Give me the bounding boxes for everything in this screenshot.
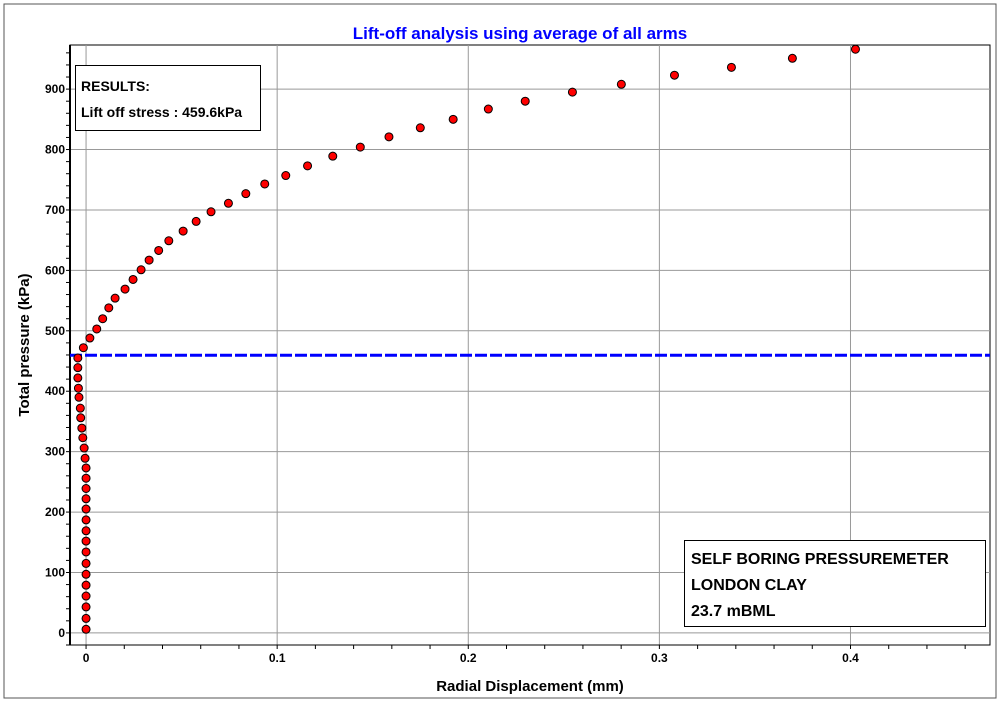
info-box: SELF BORING PRESSUREMETER LONDON CLAY 23… — [684, 540, 986, 627]
data-point — [260, 179, 270, 189]
data-point — [726, 62, 736, 72]
data-point — [120, 284, 130, 294]
y-tick-label: 300 — [45, 445, 65, 459]
soil-type-text: LONDON CLAY — [691, 577, 807, 594]
results-heading: RESULTS: — [81, 78, 150, 94]
y-axis-label: Total pressure (kPa) — [16, 273, 33, 416]
chart-title: Lift-off analysis using average of all a… — [353, 24, 687, 43]
data-point — [80, 453, 90, 463]
data-point — [81, 591, 91, 601]
y-tick-label: 0 — [58, 626, 65, 640]
data-point — [73, 353, 83, 363]
data-point — [98, 314, 108, 324]
y-tick-label: 500 — [45, 324, 65, 338]
x-tick-label: 0 — [83, 651, 90, 665]
y-tick-label: 600 — [45, 263, 65, 277]
data-point — [81, 473, 91, 483]
x-tick-label: 0.4 — [842, 651, 859, 665]
data-point — [79, 443, 89, 453]
data-point — [616, 79, 626, 89]
data-point — [81, 494, 91, 504]
data-point — [520, 96, 530, 106]
data-point — [850, 44, 860, 54]
data-point — [78, 343, 88, 353]
data-point — [178, 226, 188, 236]
data-point — [136, 265, 146, 275]
data-point — [81, 602, 91, 612]
data-point — [85, 333, 95, 343]
data-point — [164, 236, 174, 246]
data-point — [384, 132, 394, 142]
data-point — [78, 433, 88, 443]
y-tick-label: 800 — [45, 143, 65, 157]
data-point — [81, 526, 91, 536]
y-tick-label: 100 — [45, 565, 65, 579]
data-point — [81, 580, 91, 590]
results-box: RESULTS: Lift off stress : 459.6kPa — [75, 65, 261, 131]
data-point — [81, 536, 91, 546]
data-point — [81, 547, 91, 557]
data-point — [448, 114, 458, 124]
lift-off-stress-text: Lift off stress : 459.6kPa — [81, 104, 243, 120]
data-point — [110, 293, 120, 303]
data-point — [81, 558, 91, 568]
x-axis-label: Radial Displacement (mm) — [436, 678, 624, 695]
data-point — [669, 70, 679, 80]
y-tick-label: 200 — [45, 505, 65, 519]
data-point — [77, 423, 87, 433]
data-point — [567, 87, 577, 97]
x-tick-label: 0.2 — [460, 651, 477, 665]
x-tick-label: 0.1 — [269, 651, 286, 665]
data-point — [206, 207, 216, 217]
x-tick-label: 0.3 — [651, 651, 668, 665]
data-point — [81, 613, 91, 623]
data-point — [73, 373, 83, 383]
y-tick-label: 900 — [45, 82, 65, 96]
test-type-text: SELF BORING PRESSUREMETER — [691, 551, 949, 568]
data-point — [328, 151, 338, 161]
data-point — [241, 189, 251, 199]
y-tick-label: 700 — [45, 203, 65, 217]
data-point — [73, 363, 83, 373]
data-point — [303, 161, 313, 171]
data-point — [81, 504, 91, 514]
outer-frame — [3, 3, 997, 699]
depth-text: 23.7 mBML — [691, 603, 776, 620]
data-point — [787, 53, 797, 63]
data-point — [223, 198, 233, 208]
data-point — [415, 123, 425, 133]
data-point — [128, 274, 138, 284]
data-point — [154, 245, 164, 255]
data-point — [75, 403, 85, 413]
data-point — [81, 484, 91, 494]
data-point — [73, 383, 83, 393]
data-point — [92, 324, 102, 334]
data-point — [81, 624, 91, 634]
data-point — [81, 515, 91, 525]
data-point — [355, 142, 365, 152]
data-point — [81, 569, 91, 579]
data-point — [81, 463, 91, 473]
data-point — [74, 392, 84, 402]
data-point — [104, 303, 114, 313]
data-point — [281, 171, 291, 181]
data-point — [76, 413, 86, 423]
data-point — [191, 216, 201, 226]
data-point — [483, 104, 493, 114]
y-tick-label: 400 — [45, 384, 65, 398]
data-point — [144, 255, 154, 265]
